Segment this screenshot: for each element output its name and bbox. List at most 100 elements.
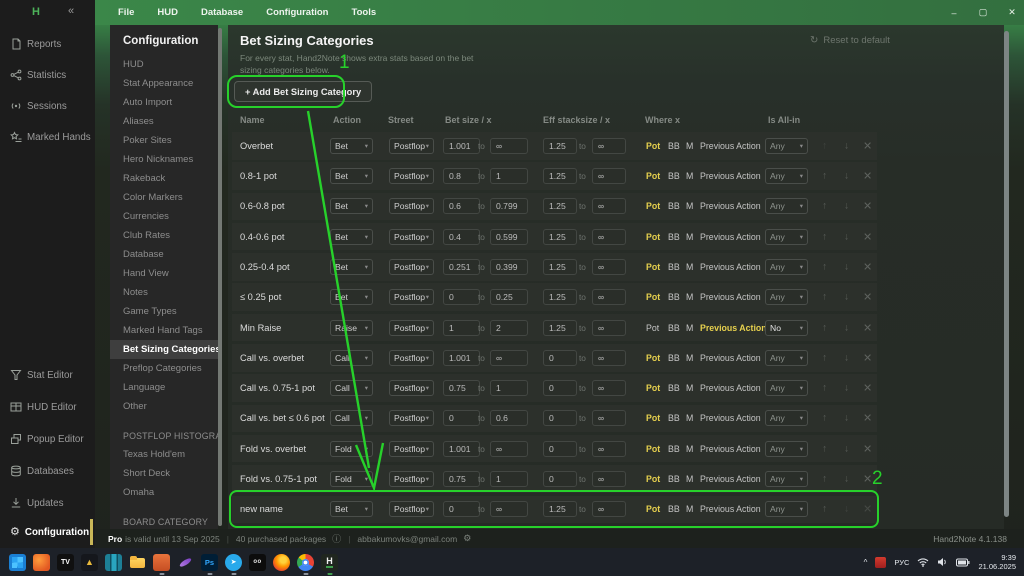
delete-row-icon[interactable]: ✕ [863,170,873,183]
bet-size-to-input[interactable]: ∞ [490,501,528,518]
sidebar-item-statistics[interactable]: Statistics [0,63,95,87]
is-allin-dropdown[interactable]: Any ▾ [765,258,808,275]
hand2note-taskbar-icon[interactable]: H [321,553,338,575]
bet-size-to-input[interactable]: 0.6 [490,410,528,427]
where-option-bb[interactable]: BB [668,292,680,303]
where-option-pot[interactable]: Pot [646,261,661,272]
menu-database[interactable]: Database [200,7,244,18]
category-name[interactable]: 0.6-0.8 pot [240,201,285,212]
eff-stack-from-input[interactable]: 0 [543,380,577,397]
config-menu-item[interactable]: HUD [110,55,218,74]
action-dropdown[interactable]: Call ▾ [330,410,373,427]
street-dropdown[interactable]: Postflop ▾ [389,501,434,518]
where-option-bb[interactable]: BB [668,171,680,182]
telegram-icon[interactable]: ➤ [225,553,242,575]
eff-stack-to-input[interactable]: ∞ [592,501,626,518]
where-option-bb[interactable]: BB [668,231,680,242]
config-menu-item[interactable]: Color Markers [110,188,218,207]
action-dropdown[interactable]: Call ▾ [330,380,373,397]
sidebar-item-popup-editor[interactable]: Popup Editor [0,427,95,451]
where-option-pot[interactable]: Pot [646,140,661,151]
speaker-icon[interactable] [937,557,948,567]
tradingview-icon[interactable]: TV [57,553,74,571]
where-option-m[interactable]: M [686,201,694,212]
delete-row-icon[interactable]: ✕ [863,443,873,456]
sidebar-item-sessions[interactable]: Sessions [0,94,95,118]
move-up-icon[interactable]: ↑ [822,261,827,273]
where-option-pot[interactable]: Pot [646,201,661,212]
where-option-m[interactable]: M [686,352,694,363]
eff-stack-from-input[interactable]: 1.25 [543,168,577,185]
where-option-previous-action[interactable]: Previous Action [700,443,761,454]
delete-row-icon[interactable]: ✕ [863,261,873,274]
where-option-m[interactable]: M [686,140,694,151]
where-option-m[interactable]: M [686,504,694,515]
delete-row-icon[interactable]: ✕ [863,473,873,486]
bet-size-to-input[interactable]: 0.599 [490,228,528,245]
eff-stack-to-input[interactable]: ∞ [592,198,626,215]
bet-size-to-input[interactable]: 1 [490,380,528,397]
bet-size-to-input[interactable]: ∞ [490,440,528,457]
maximize-button[interactable]: ▢ [978,7,988,17]
clock[interactable]: 9:39 21.06.2025 [978,553,1016,571]
eff-stack-from-input[interactable]: 1.25 [543,289,577,306]
move-down-icon[interactable]: ↓ [844,291,849,303]
where-option-previous-action[interactable]: Previous Action [700,231,761,242]
is-allin-dropdown[interactable]: Any ▾ [765,501,808,518]
move-up-icon[interactable]: ↑ [822,503,827,515]
street-dropdown[interactable]: Postflop ▾ [389,137,434,154]
move-down-icon[interactable]: ↓ [844,443,849,455]
where-option-m[interactable]: M [686,443,694,454]
config-menu-item[interactable]: Other [110,397,218,416]
config-menu-item[interactable]: Auto Import [110,93,218,112]
bet-size-from-input[interactable]: 0.75 [443,471,480,488]
config-menu-item[interactable]: Omaha [110,483,218,502]
eff-stack-from-input[interactable]: 0 [543,349,577,366]
photoshop-icon[interactable]: Ps [201,553,218,575]
eff-stack-to-input[interactable]: ∞ [592,319,626,336]
sidebar-item-stat-editor[interactable]: Stat Editor [0,363,95,387]
move-down-icon[interactable]: ↓ [844,473,849,485]
where-option-pot[interactable]: Pot [646,322,660,333]
where-option-bb[interactable]: BB [668,383,680,394]
presentation-app-icon[interactable] [153,553,170,575]
action-dropdown[interactable]: Bet ▾ [330,137,373,154]
category-name[interactable]: Fold vs. 0.75-1 pot [240,474,317,485]
category-name[interactable]: Call vs. 0.75-1 pot [240,383,315,394]
eff-stack-to-input[interactable]: ∞ [592,471,626,488]
menu-configuration[interactable]: Configuration [266,7,329,18]
bet-size-from-input[interactable]: 0 [443,410,480,427]
config-menu-item[interactable]: Game Types [110,302,218,321]
eff-stack-to-input[interactable]: ∞ [592,410,626,427]
eff-stack-from-input[interactable]: 1.25 [543,501,577,518]
move-down-icon[interactable]: ↓ [844,412,849,424]
move-down-icon[interactable]: ↓ [844,170,849,182]
sidebar-item-hud-editor[interactable]: HUD Editor [0,395,95,419]
move-down-icon[interactable]: ↓ [844,503,849,515]
add-bet-sizing-category-button[interactable]: + Add Bet Sizing Category [234,81,373,102]
bet-size-to-input[interactable]: 1 [490,168,528,185]
eff-stack-to-input[interactable]: ∞ [592,168,626,185]
bet-size-from-input[interactable]: 0 [443,501,480,518]
where-option-previous-action[interactable]: Previous Action [700,474,761,485]
where-option-pot[interactable]: Pot [646,413,661,424]
bet-size-from-input[interactable]: 1.001 [443,440,480,457]
menu-file[interactable]: File [118,7,135,18]
config-menu-item[interactable]: Marked Hand Tags [110,321,218,340]
eff-stack-to-input[interactable]: ∞ [592,137,626,154]
chrome-icon[interactable] [297,553,314,575]
category-name[interactable]: Min Raise [240,322,282,333]
eff-stack-from-input[interactable]: 1.25 [543,319,577,336]
config-menu-item[interactable]: Hero Nicknames [110,150,218,169]
config-menu-item[interactable]: Rakeback [110,169,218,188]
is-allin-dropdown[interactable]: Any ▾ [765,198,808,215]
street-dropdown[interactable]: Postflop ▾ [389,349,434,366]
street-dropdown[interactable]: Postflop ▾ [389,228,434,245]
is-allin-dropdown[interactable]: Any ▾ [765,289,808,306]
language-indicator[interactable]: РУС [894,557,910,567]
where-option-pot[interactable]: Pot [646,383,661,394]
firefox-icon[interactable] [273,553,290,571]
move-up-icon[interactable]: ↑ [822,352,827,364]
file-explorer-icon[interactable] [129,554,146,571]
tray-red-app-icon[interactable] [875,556,887,568]
